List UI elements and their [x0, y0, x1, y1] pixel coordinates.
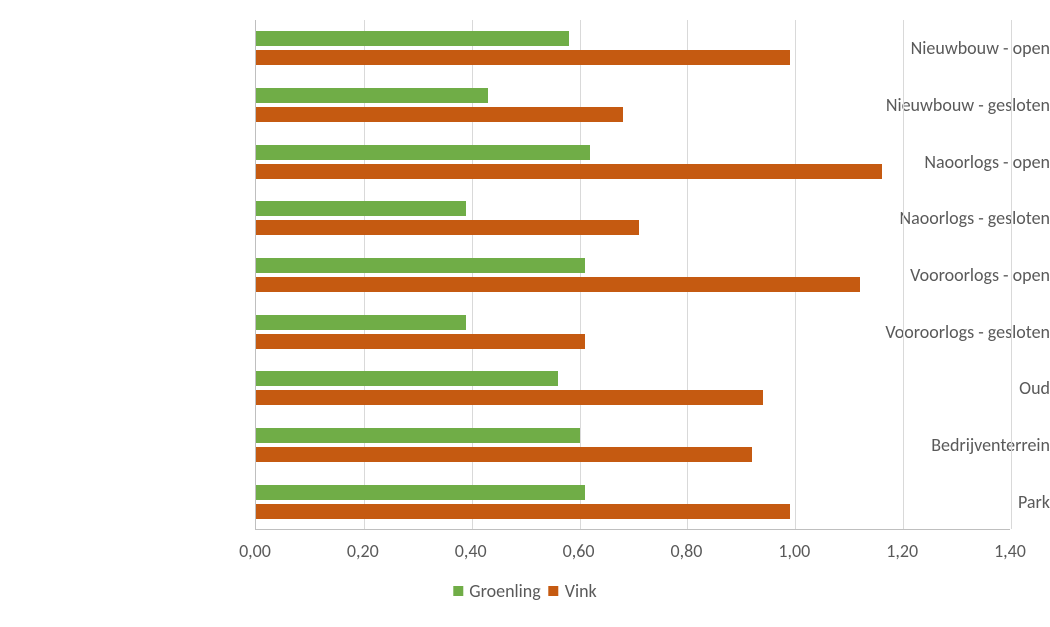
bar-vink	[256, 390, 763, 405]
bar-vink	[256, 334, 585, 349]
bar-groenling	[256, 258, 585, 273]
legend-swatch	[549, 586, 559, 596]
legend-item: Groenling	[453, 580, 540, 602]
x-tick-label: 1,40	[994, 540, 1026, 562]
x-tick-label: 0,80	[670, 540, 702, 562]
bar-vink	[256, 277, 860, 292]
gridline	[1011, 20, 1012, 529]
bar-groenling	[256, 201, 466, 216]
x-tick-label: 0,20	[347, 540, 379, 562]
legend-label: Groenling	[469, 580, 540, 602]
x-tick-label: 1,20	[886, 540, 918, 562]
bar-vink	[256, 447, 752, 462]
plot-area	[255, 20, 1010, 530]
bar-groenling	[256, 88, 488, 103]
x-tick-label: 1,00	[778, 540, 810, 562]
gridline	[795, 20, 796, 529]
bar-vink	[256, 504, 790, 519]
bar-groenling	[256, 145, 590, 160]
legend: Groenling Vink	[453, 580, 596, 602]
legend-label: Vink	[565, 580, 597, 602]
x-tick-label: 0,40	[455, 540, 487, 562]
bar-groenling	[256, 371, 558, 386]
bar-groenling	[256, 315, 466, 330]
x-tick-label: 0,60	[563, 540, 595, 562]
x-tick-label: 0,00	[239, 540, 271, 562]
bar-groenling	[256, 428, 580, 443]
bar-groenling	[256, 31, 569, 46]
bar-groenling	[256, 485, 585, 500]
gridline	[903, 20, 904, 529]
bar-vink	[256, 107, 623, 122]
horizontal-bar-chart: Nieuwbouw - openNieuwbouw - geslotenNaoo…	[0, 0, 1050, 627]
bar-vink	[256, 50, 790, 65]
bar-vink	[256, 220, 639, 235]
bar-vink	[256, 164, 882, 179]
legend-item: Vink	[549, 580, 597, 602]
legend-swatch	[453, 586, 463, 596]
